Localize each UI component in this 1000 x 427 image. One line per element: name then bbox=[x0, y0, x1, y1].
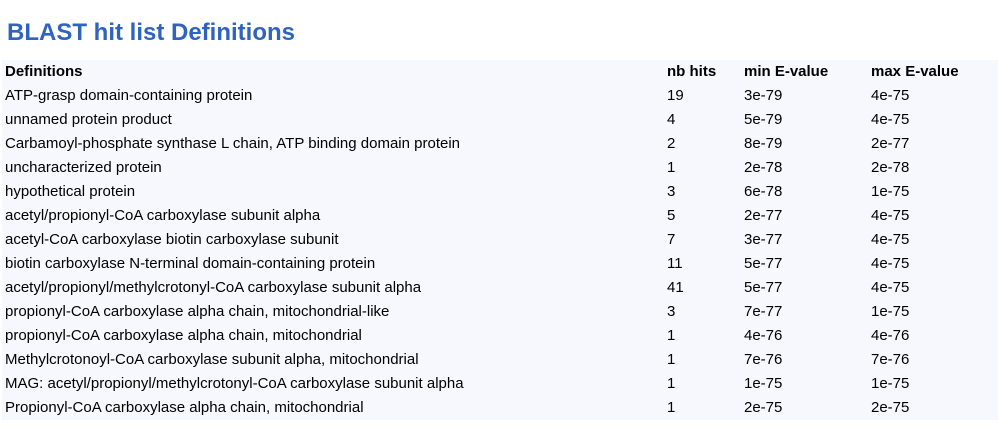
cell-max-evalue: 4e-75 bbox=[871, 111, 910, 128]
cell-definition: unnamed protein product bbox=[5, 111, 172, 128]
table-row: Carbamoyl-phosphate synthase L chain, AT… bbox=[2, 132, 998, 156]
cell-nb-hits: 19 bbox=[667, 87, 684, 104]
cell-nb-hits: 1 bbox=[667, 351, 676, 368]
cell-nb-hits: 1 bbox=[667, 327, 676, 344]
table-row: unnamed protein product 4 5e-79 4e-75 bbox=[2, 108, 998, 132]
table-row: biotin carboxylase N-terminal domain-con… bbox=[2, 252, 998, 276]
cell-min-evalue: 5e-79 bbox=[744, 111, 783, 128]
header-max-evalue: max E-value bbox=[871, 63, 959, 80]
cell-max-evalue: 4e-75 bbox=[871, 255, 910, 272]
table-row: acetyl/propionyl-CoA carboxylase subunit… bbox=[2, 204, 998, 228]
table-row: Propionyl-CoA carboxylase alpha chain, m… bbox=[2, 396, 998, 420]
cell-min-evalue: 6e-78 bbox=[744, 183, 783, 200]
cell-definition: acetyl-CoA carboxylase biotin carboxylas… bbox=[5, 231, 339, 248]
cell-max-evalue: 4e-76 bbox=[871, 327, 910, 344]
cell-definition: ATP-grasp domain-containing protein bbox=[5, 87, 253, 104]
cell-min-evalue: 1e-75 bbox=[744, 375, 783, 392]
cell-max-evalue: 2e-75 bbox=[871, 399, 910, 416]
cell-min-evalue: 2e-77 bbox=[744, 207, 783, 224]
cell-min-evalue: 5e-77 bbox=[744, 255, 783, 272]
cell-definition: uncharacterized protein bbox=[5, 159, 162, 176]
table-row: acetyl-CoA carboxylase biotin carboxylas… bbox=[2, 228, 998, 252]
cell-max-evalue: 2e-78 bbox=[871, 159, 910, 176]
cell-definition: hypothetical protein bbox=[5, 183, 136, 200]
table-row: propionyl-CoA carboxylase alpha chain, m… bbox=[2, 324, 998, 348]
cell-nb-hits: 1 bbox=[667, 375, 676, 392]
cell-min-evalue: 2e-75 bbox=[744, 399, 783, 416]
cell-max-evalue: 4e-75 bbox=[871, 231, 910, 248]
cell-nb-hits: 2 bbox=[667, 135, 676, 152]
cell-min-evalue: 3e-79 bbox=[744, 87, 783, 104]
cell-definition: Propionyl-CoA carboxylase alpha chain, m… bbox=[5, 399, 364, 416]
cell-definition: biotin carboxylase N-terminal domain-con… bbox=[5, 255, 376, 272]
header-definitions: Definitions bbox=[5, 63, 83, 80]
table-row: uncharacterized protein 1 2e-78 2e-78 bbox=[2, 156, 998, 180]
cell-nb-hits: 1 bbox=[667, 159, 676, 176]
table-row: MAG: acetyl/propionyl/methylcrotonyl-CoA… bbox=[2, 372, 998, 396]
cell-max-evalue: 2e-77 bbox=[871, 135, 910, 152]
page-title: BLAST hit list Definitions bbox=[7, 19, 295, 46]
cell-nb-hits: 11 bbox=[667, 255, 683, 272]
cell-nb-hits: 3 bbox=[667, 183, 676, 200]
blast-hit-table: Definitions nb hits min E-value max E-va… bbox=[2, 60, 998, 420]
cell-definition: Methylcrotonoyl-CoA carboxylase subunit … bbox=[5, 351, 419, 368]
cell-min-evalue: 7e-77 bbox=[744, 303, 783, 320]
cell-min-evalue: 3e-77 bbox=[744, 231, 783, 248]
cell-nb-hits: 1 bbox=[667, 399, 676, 416]
cell-definition: acetyl/propionyl-CoA carboxylase subunit… bbox=[5, 207, 321, 224]
table-row: ATP-grasp domain-containing protein 19 3e-… bbox=[2, 84, 998, 108]
cell-definition: acetyl/propionyl/methylcrotonyl-CoA carb… bbox=[5, 279, 422, 296]
header-nb-hits: nb hits bbox=[667, 63, 717, 80]
cell-min-evalue: 4e-76 bbox=[744, 327, 783, 344]
table-row: acetyl/propionyl/methylcrotonyl-CoA carb… bbox=[2, 276, 998, 300]
cell-nb-hits: 3 bbox=[667, 303, 676, 320]
cell-nb-hits: 5 bbox=[667, 207, 676, 224]
header-min-evalue: min E-value bbox=[744, 63, 829, 80]
table-row: hypothetical protein 3 6e-78 1e-75 bbox=[2, 180, 998, 204]
cell-min-evalue: 2e-78 bbox=[744, 159, 783, 176]
cell-max-evalue: 4e-75 bbox=[871, 279, 910, 296]
cell-min-evalue: 8e-79 bbox=[744, 135, 783, 152]
cell-max-evalue: 1e-75 bbox=[871, 183, 910, 200]
table-body: ATP-grasp domain-containing protein 19 3e-… bbox=[2, 84, 998, 420]
cell-max-evalue: 4e-75 bbox=[871, 207, 910, 224]
cell-nb-hits: 4 bbox=[667, 111, 676, 128]
table-row: Methylcrotonoyl-CoA carboxylase subunit … bbox=[2, 348, 998, 372]
cell-max-evalue: 7e-76 bbox=[871, 351, 910, 368]
cell-max-evalue: 1e-75 bbox=[871, 375, 910, 392]
table-header-row: Definitions nb hits min E-value max E-va… bbox=[2, 60, 998, 84]
cell-min-evalue: 7e-76 bbox=[744, 351, 783, 368]
cell-definition: MAG: acetyl/propionyl/methylcrotonyl-CoA… bbox=[5, 375, 464, 392]
cell-nb-hits: 41 bbox=[667, 279, 684, 296]
cell-min-evalue: 5e-77 bbox=[744, 279, 783, 296]
cell-definition: propionyl-CoA carboxylase alpha chain, m… bbox=[5, 327, 362, 344]
cell-nb-hits: 7 bbox=[667, 231, 676, 248]
cell-max-evalue: 1e-75 bbox=[871, 303, 910, 320]
cell-max-evalue: 4e-75 bbox=[871, 87, 910, 104]
table-row: propionyl-CoA carboxylase alpha chain, m… bbox=[2, 300, 998, 324]
cell-definition: Carbamoyl-phosphate synthase L chain, AT… bbox=[5, 135, 461, 152]
cell-definition: propionyl-CoA carboxylase alpha chain, m… bbox=[5, 303, 390, 320]
